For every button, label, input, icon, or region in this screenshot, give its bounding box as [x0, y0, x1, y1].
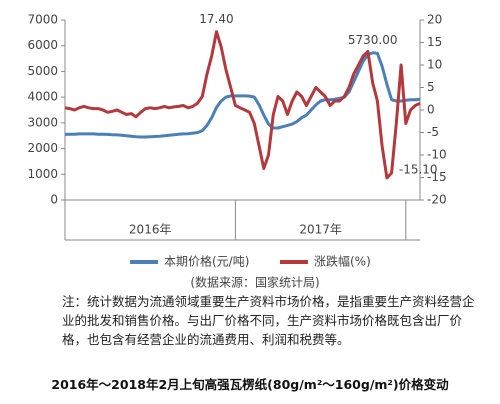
y-tick-label: 5000 — [27, 64, 58, 78]
x-group-label: 2016年 — [129, 223, 172, 237]
legend-label: 本期价格(元/吨) — [164, 254, 249, 269]
y2-tick-label: 0 — [427, 103, 435, 117]
y2-tick-label: -5 — [427, 125, 439, 139]
legend-label: 涨跌幅(%) — [314, 254, 371, 269]
y2-tick-label: -15 — [427, 170, 447, 184]
series-line — [64, 51, 421, 139]
data-label: 17.40 — [199, 12, 233, 26]
y-tick-label: 4000 — [27, 90, 58, 104]
y2-tick-label: 15 — [427, 35, 442, 49]
data-label: 5730.00 — [348, 33, 398, 47]
chart: (数据来源：国家统计局) 0 1000 2000 3000 4000 5000 6000 70… — [27, 12, 447, 290]
data-label: -15.10 — [399, 162, 438, 176]
y2-tick-label: 10 — [427, 58, 442, 72]
footnote: 注：统计数据为流通领域重要生产资料市场价格，是指重要生产资料经营企业的批发和销售… — [62, 294, 475, 347]
x-group-label: 2017年 — [299, 223, 342, 237]
y2-tick-label: 5 — [427, 80, 435, 94]
y-tick-label: 7000 — [27, 13, 58, 27]
y-tick-label: 0 — [50, 193, 58, 207]
y2-tick-label: 20 — [427, 13, 442, 27]
y2-tick-label: -20 — [427, 193, 447, 207]
y-tick-label: 3000 — [27, 115, 58, 129]
y-tick-label: 1000 — [27, 167, 58, 181]
y-tick-label: 6000 — [27, 38, 58, 52]
series-line — [64, 30, 421, 180]
y2-tick-label: -10 — [427, 148, 447, 162]
caption: 2016年～2018年2月上旬高强瓦楞纸(80g/m²～160g/m²)价格变动 — [51, 377, 449, 392]
source-note: (数据来源：国家统计局) — [190, 275, 319, 290]
y-tick-label: 2000 — [27, 141, 58, 155]
